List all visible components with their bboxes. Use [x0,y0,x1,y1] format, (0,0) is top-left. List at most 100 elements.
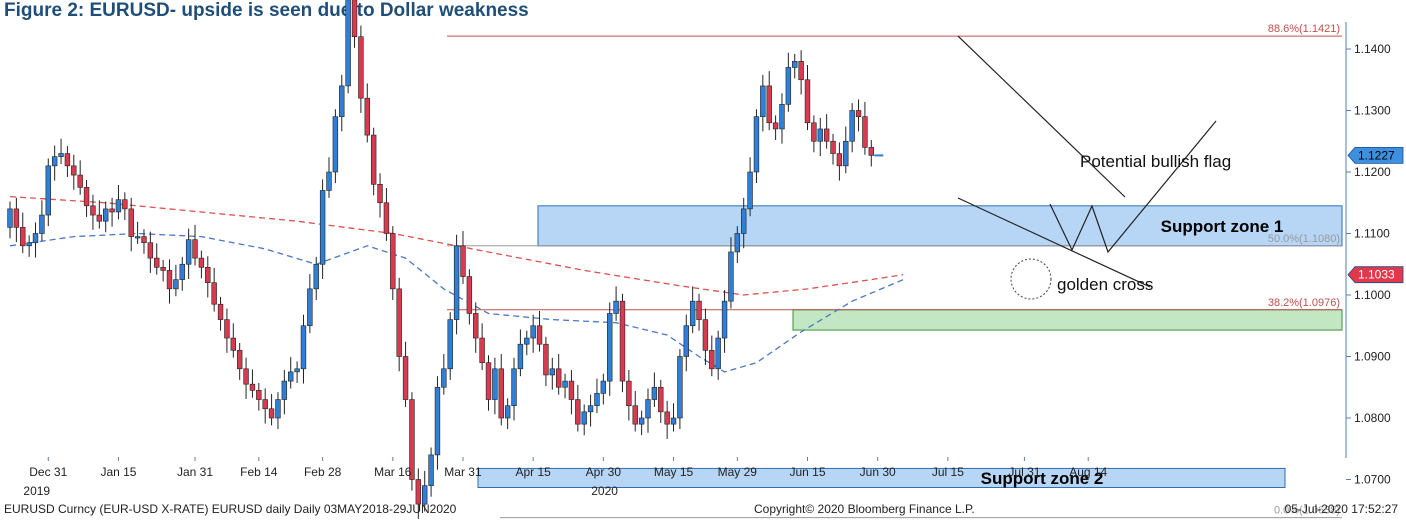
candle-body [543,343,549,376]
candle-body [441,368,447,388]
candle-body [128,208,134,237]
candle-body [619,300,626,382]
bullish-flag-annotation: Potential bullish flag [1080,152,1231,171]
candle-body [179,263,185,280]
x-tick-label-6: Mar 31 [444,465,482,479]
candle-body [134,236,141,239]
candle-body [702,319,709,351]
candle-body [351,0,358,38]
candle-body [51,156,58,167]
candle-body [383,202,390,234]
candle-body [115,199,122,213]
fib-label-4: 0.0%(1.0638) [1274,505,1340,517]
year-label-1: 2020 [591,484,618,498]
candle-body [811,122,817,142]
candle-body [536,325,543,345]
support-zone-label-2: Support zone 2 [981,469,1104,488]
candle-body [670,417,677,425]
support-zone-0 [537,205,1343,247]
x-tick-label-12: Jun 30 [860,465,896,479]
x-tick-label-4: Feb 28 [304,465,342,479]
candle-body [645,399,651,419]
candle-body [453,245,460,320]
candle-body [434,386,441,456]
flag-upper-trendline [957,35,1126,198]
candle-body [402,356,409,400]
candle-body [607,313,613,382]
candle-body [83,187,90,207]
support-zone-1 [792,309,1343,331]
candle-body [39,214,45,234]
candle-body [664,411,670,425]
x-tick-label-10: May 29 [718,465,758,479]
candle-body [836,153,843,167]
ma-value-tag: 1.1033 [1358,268,1395,282]
year-label-0: 2019 [23,484,50,498]
flag-lower-trendline [957,197,1151,288]
candle-body [185,239,192,265]
candle-body [855,110,862,117]
candle-body [798,60,804,81]
candle-body [415,479,422,505]
candle-body [485,362,492,400]
candle-body [268,408,275,419]
candle-body [862,116,868,148]
candle-body [511,368,517,406]
candle-body [20,227,26,247]
candle-body [205,267,211,284]
candle-body [868,147,875,156]
candle-body [345,0,351,87]
candle-body [103,208,109,222]
x-tick-label-9: May 15 [654,465,694,479]
candle-body [364,97,370,136]
candle-body [715,337,721,370]
candle-body [198,257,205,268]
x-tick-label-3: Feb 14 [240,465,278,479]
candle-body [77,174,83,188]
candle-body [792,60,798,68]
y-tick-label-2: 1.0900 [1354,350,1391,364]
candle-body [160,267,166,271]
candle-body [192,239,198,259]
candle-body [460,245,466,277]
candle-body [96,214,103,222]
candle-body [504,405,511,419]
candle-body [830,140,836,154]
candle-body [549,368,556,376]
candle-body [147,242,154,259]
moving-averages [9,195,904,373]
candle-body [390,233,396,290]
candle-body [709,350,715,370]
golden-cross-annotation: golden cross [1057,275,1153,294]
candle-body [281,380,288,400]
x-tick-label-7: Apr 15 [515,465,551,479]
chart-annotations: Potential bullish flag golden cross [1057,152,1231,294]
candle-body [300,325,307,370]
candle-body [753,116,760,173]
candle-body [658,386,664,413]
x-tick-label-2: Jan 31 [177,465,213,479]
candle-body [26,242,32,247]
candle-body [211,282,217,305]
candle-body [313,263,319,290]
candle-body [396,288,402,357]
candle-body [326,171,332,191]
candle-body [71,165,77,176]
candle-body [734,233,741,253]
candle-body [594,393,600,406]
x-tick-label-5: Mar 16 [374,465,412,479]
candle-body [613,300,619,314]
candle-body [428,454,434,486]
candle-body [230,337,236,351]
moving-average-0 [9,195,904,296]
candle-body [779,104,785,130]
candle-body [817,128,823,142]
fib-label-2: 50.0%(1.1080) [1268,233,1340,245]
candle-body [517,343,524,370]
y-tick-label-7: 1.1400 [1354,42,1391,56]
candle-body [766,85,772,124]
candle-body [307,288,313,327]
candle-body [555,368,562,388]
candle-body [358,36,364,99]
fibonacci-levels: 100.0%(1.1522)88.6%(1.1421)50.0%(1.1080)… [447,23,1342,519]
